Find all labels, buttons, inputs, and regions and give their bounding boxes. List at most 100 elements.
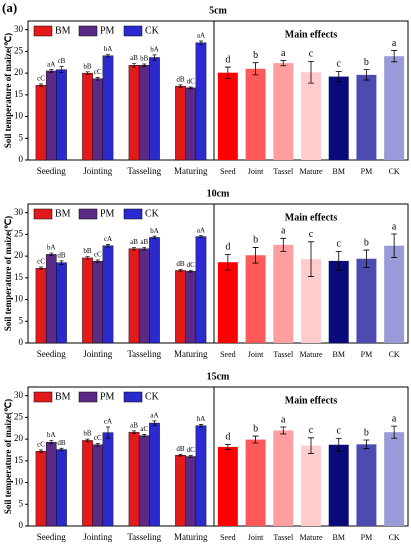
significance-letter: bA xyxy=(150,227,159,235)
significance-letter: d xyxy=(225,242,230,253)
error-bar xyxy=(178,269,183,272)
x-tick-label: BM xyxy=(332,533,344,542)
y-tick-label: 25 xyxy=(14,228,24,238)
bar xyxy=(149,57,160,161)
y-tick-label: 10 xyxy=(14,477,24,487)
error-bar xyxy=(59,66,64,74)
significance-letter: cA xyxy=(104,235,112,243)
y-tick-label: 15 xyxy=(14,272,24,282)
panel-title: Main effects xyxy=(285,212,338,223)
x-tick-label: Maturing xyxy=(174,166,208,176)
y-tick-label: 5 xyxy=(19,132,24,142)
y-tick-label: 25 xyxy=(14,45,24,55)
bar xyxy=(217,72,238,160)
bar xyxy=(149,422,160,527)
x-tick-label: CK xyxy=(389,350,400,359)
error-bar xyxy=(152,420,157,426)
significance-letter: b xyxy=(364,427,369,438)
legend-swatch xyxy=(123,208,143,220)
y-tick-label: 15 xyxy=(14,455,24,465)
error-bar xyxy=(95,443,100,447)
bar xyxy=(92,78,104,161)
significance-letter: dC xyxy=(187,78,196,86)
y-axis-label: Soil temperature of maize(℃) xyxy=(3,216,13,331)
x-tick-label: Seeding xyxy=(37,349,66,359)
x-tick-label: Seed xyxy=(220,350,236,359)
row-title: 5cm xyxy=(209,5,227,16)
bar xyxy=(35,451,47,527)
significance-letter: c xyxy=(336,239,341,250)
error-bar xyxy=(142,433,147,438)
x-tick-label: Seeding xyxy=(37,166,66,176)
bar xyxy=(175,85,186,161)
significance-letter: bA xyxy=(197,415,206,423)
bar xyxy=(45,254,57,344)
legend-label: CK xyxy=(145,25,160,36)
bar xyxy=(384,432,405,526)
row-title: 10cm xyxy=(207,188,230,199)
error-bar xyxy=(224,253,231,271)
y-tick-label: 0 xyxy=(19,520,24,530)
bar xyxy=(92,444,104,527)
error-bar xyxy=(252,435,259,444)
error-bar xyxy=(252,247,259,264)
bar xyxy=(128,248,140,344)
x-tick-label: Seed xyxy=(220,167,236,176)
bar xyxy=(245,68,266,160)
bar xyxy=(301,259,321,343)
bar xyxy=(301,445,321,526)
significance-letter: bA xyxy=(104,45,113,53)
significance-letter: c xyxy=(336,426,341,437)
significance-letter: a xyxy=(392,413,397,424)
legend-label: PM xyxy=(100,208,115,219)
legend-swatch xyxy=(33,208,53,220)
significance-letter: dB xyxy=(176,75,185,83)
error-bar xyxy=(49,440,54,445)
error-bar xyxy=(132,247,137,251)
y-tick-label: 5 xyxy=(19,315,24,325)
error-bar xyxy=(152,54,157,61)
error-bar xyxy=(39,83,44,87)
bar xyxy=(138,65,150,161)
error-bar xyxy=(178,453,183,457)
x-tick-label: Tassel xyxy=(273,533,294,542)
legend-swatch xyxy=(78,25,98,37)
error-bar xyxy=(335,437,342,452)
significance-letter: cC xyxy=(94,68,102,76)
significance-letter: bA xyxy=(47,244,56,252)
significance-letter: aA xyxy=(197,226,205,234)
significance-letter: aC xyxy=(140,425,148,433)
bar xyxy=(195,42,207,161)
error-bar xyxy=(198,424,203,428)
x-tick-label: PM xyxy=(361,533,373,542)
error-bar xyxy=(49,69,54,73)
bar xyxy=(45,441,57,527)
significance-letter: cC xyxy=(37,441,45,449)
error-bar xyxy=(252,62,259,76)
significance-letter: aB xyxy=(130,421,138,429)
significance-letter: b xyxy=(364,237,369,248)
bar xyxy=(56,262,67,344)
significance-letter: bA xyxy=(150,45,159,53)
bar xyxy=(185,456,197,527)
significance-letter: dC xyxy=(187,261,196,269)
legend-swatch xyxy=(33,25,53,37)
error-bar xyxy=(85,71,90,75)
error-bar xyxy=(280,426,287,435)
error-bar xyxy=(95,259,100,263)
significance-letter: b xyxy=(253,50,258,61)
error-bar xyxy=(188,86,193,90)
error-bar xyxy=(308,437,314,454)
bar xyxy=(56,449,67,527)
legend-label: CK xyxy=(145,391,160,402)
error-bar xyxy=(95,77,100,81)
significance-letter: a xyxy=(392,38,397,49)
error-bar xyxy=(308,60,314,84)
panel-label: (a) xyxy=(2,0,17,15)
significance-letter: c xyxy=(309,229,314,240)
bar xyxy=(328,76,349,160)
x-tick-label: CK xyxy=(389,167,400,176)
bar xyxy=(273,63,294,160)
x-tick-label: PM xyxy=(361,167,373,176)
